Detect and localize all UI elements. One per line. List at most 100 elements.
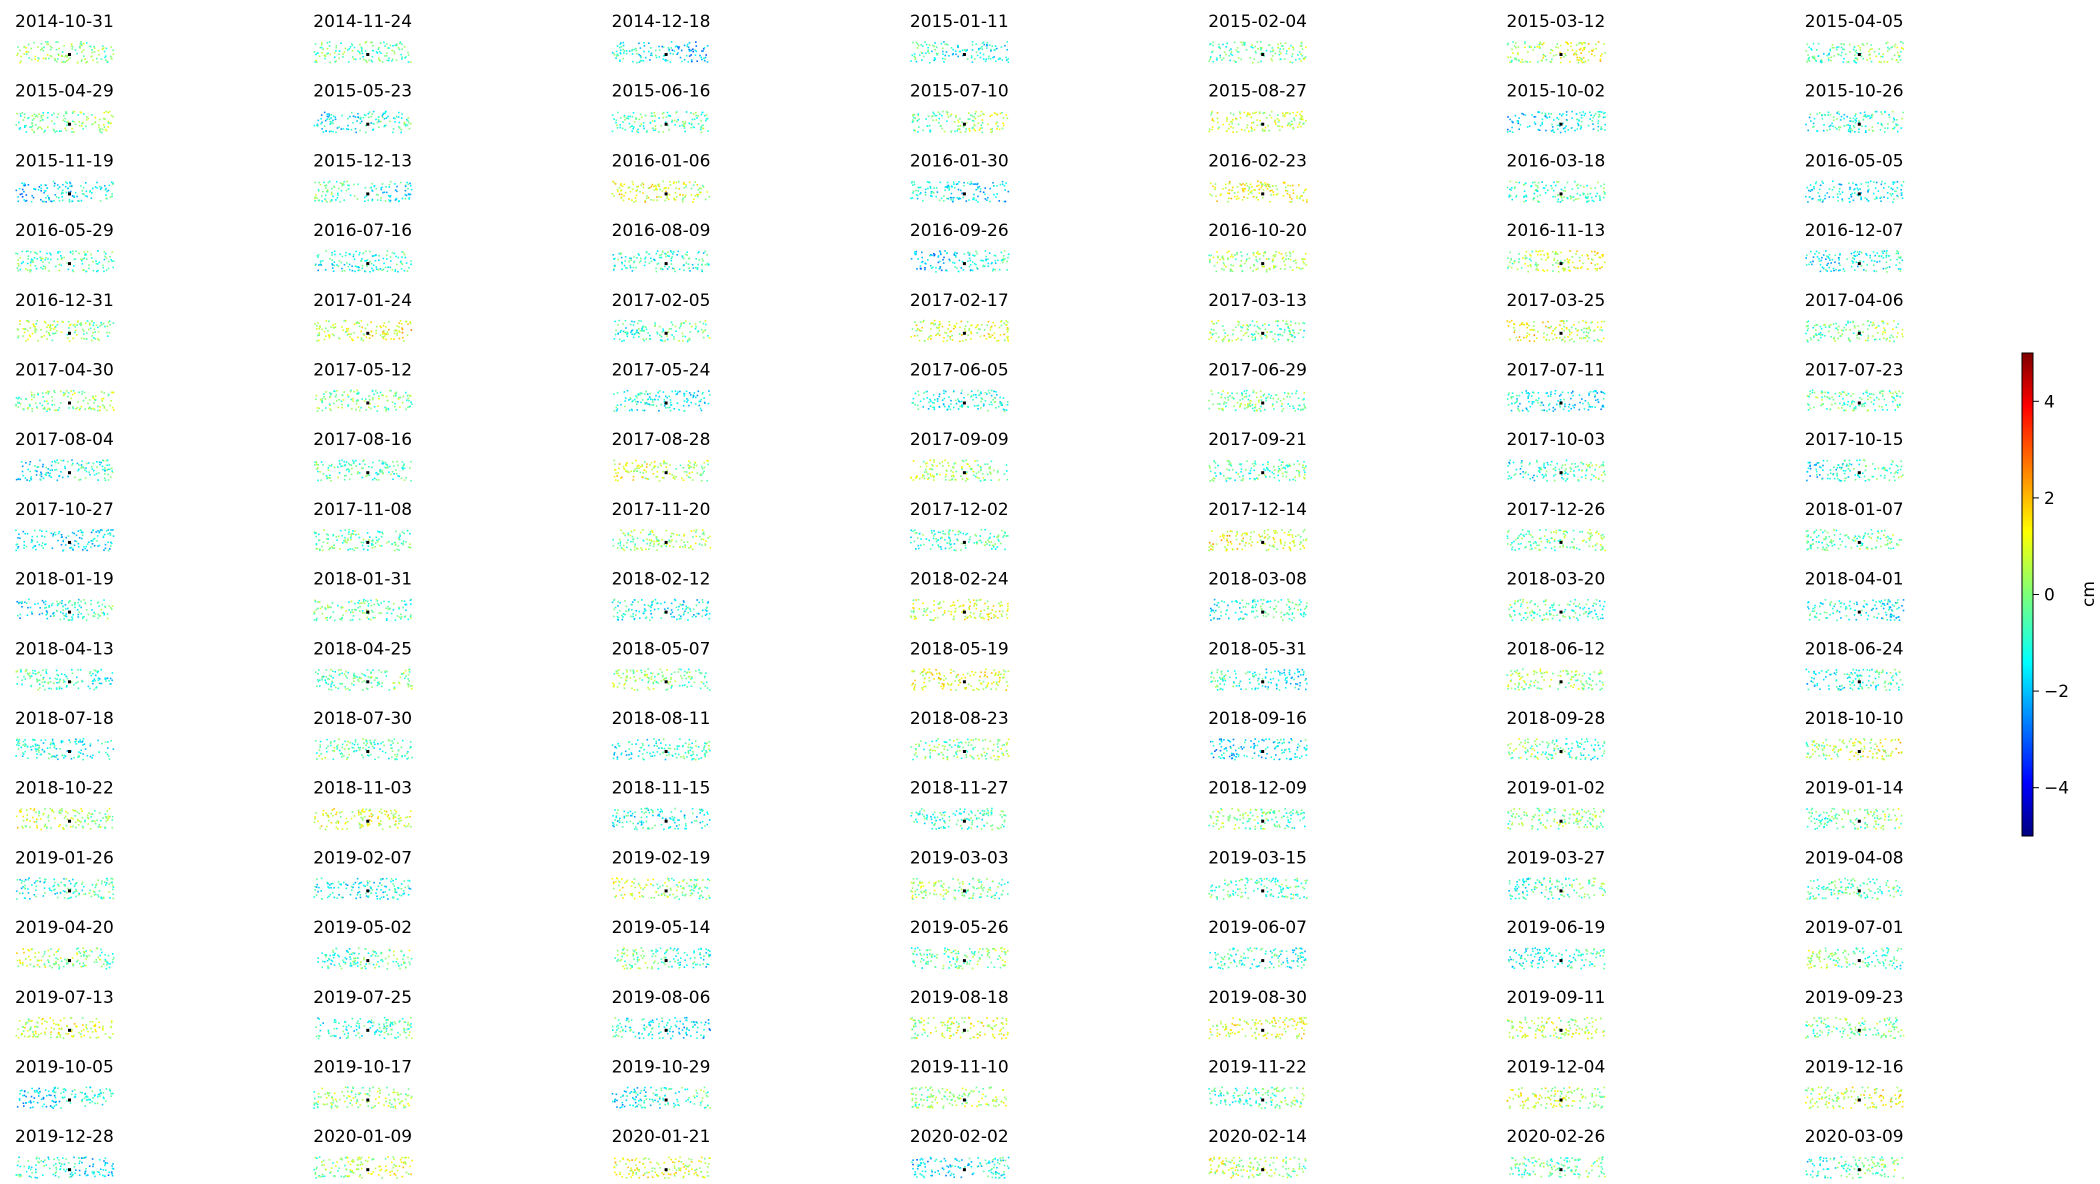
- texture-dot: [72, 324, 75, 327]
- texture-dot: [60, 402, 62, 404]
- texture-dot: [1280, 42, 1282, 45]
- texture-dot: [407, 54, 410, 56]
- texture-dot: [1520, 267, 1523, 269]
- texture-dot: [1900, 256, 1902, 258]
- texture-dot: [1257, 327, 1260, 329]
- texture-dot: [1249, 191, 1252, 193]
- texture-dot: [40, 187, 43, 190]
- texture-dot: [23, 184, 26, 187]
- texture-dot: [1007, 253, 1010, 256]
- texture-dot: [923, 340, 926, 342]
- reference-point: [1559, 122, 1563, 126]
- texture-dot: [1588, 326, 1590, 328]
- texture-dot: [80, 405, 83, 408]
- panels: 2014-10-31 2014-11-24 2014-12-18 2015-01-11…: [15, 12, 1905, 1179]
- texture-dot: [372, 396, 374, 399]
- texture-dot: [1215, 270, 1218, 273]
- texture-dot: [81, 393, 83, 395]
- texture-dot: [1812, 122, 1815, 125]
- texture-dot: [382, 336, 384, 338]
- panel-title: 2015-04-29: [15, 82, 114, 102]
- texture-dot: [690, 112, 692, 114]
- texture-dot: [638, 332, 641, 335]
- texture-dot: [987, 258, 989, 261]
- texture-dot: [60, 55, 63, 57]
- texture-dot: [385, 254, 388, 257]
- texture-dot: [632, 112, 635, 114]
- texture-dot: [19, 268, 22, 271]
- texture-dot: [333, 261, 336, 263]
- texture-dot: [1552, 251, 1554, 253]
- texture-dot: [101, 45, 104, 47]
- texture-dot: [655, 394, 657, 397]
- texture-dot: [1881, 333, 1884, 336]
- texture-dot: [1259, 41, 1262, 43]
- texture-dot: [1246, 126, 1248, 129]
- texture-dot: [1250, 130, 1253, 132]
- texture-dot: [371, 60, 374, 63]
- texture-dot: [321, 200, 323, 202]
- texture-dot: [24, 125, 26, 127]
- texture-dot: [1592, 48, 1595, 51]
- texture-dot: [1602, 254, 1604, 256]
- texture-dot: [335, 394, 337, 396]
- texture-dot: [73, 195, 76, 198]
- texture-dot: [935, 114, 938, 117]
- texture-dot: [314, 61, 317, 63]
- texture-dot: [700, 113, 703, 116]
- texture-dot: [348, 263, 351, 266]
- texture-dot: [921, 256, 923, 259]
- texture-dot: [676, 393, 678, 395]
- panel-map: [910, 250, 1010, 273]
- texture-dot: [110, 259, 112, 261]
- texture-dot: [915, 189, 917, 192]
- texture-dot: [616, 45, 619, 47]
- texture-dot: [360, 46, 363, 48]
- texture-dot: [1892, 183, 1895, 185]
- texture-dot: [1275, 320, 1277, 322]
- texture-dot: [992, 182, 994, 184]
- texture-dot: [93, 401, 95, 404]
- texture-dot: [1818, 195, 1821, 198]
- panel-map: [611, 41, 709, 64]
- texture-dot: [943, 195, 945, 197]
- texture-dot: [663, 400, 666, 403]
- texture-dot: [85, 61, 87, 64]
- texture-dot: [619, 46, 621, 49]
- texture-dot: [396, 332, 398, 334]
- texture-dot: [1007, 328, 1010, 331]
- texture-dot: [651, 399, 654, 401]
- texture-dot: [102, 322, 105, 325]
- texture-dot: [1514, 329, 1516, 332]
- texture-dot: [1893, 181, 1896, 184]
- texture-dot: [64, 61, 66, 63]
- texture-dot: [317, 334, 319, 337]
- texture-dot: [1589, 192, 1592, 195]
- texture-dot: [1573, 53, 1575, 56]
- texture-dot: [331, 259, 333, 261]
- texture-dot: [1007, 58, 1009, 60]
- texture-dot: [328, 113, 330, 115]
- texture-dot: [1276, 193, 1279, 195]
- texture-dot: [346, 329, 349, 332]
- texture-dot: [1524, 254, 1527, 257]
- texture-dot: [34, 252, 37, 254]
- texture-dot: [108, 122, 110, 124]
- texture-dot: [706, 61, 709, 63]
- texture-dot: [1857, 325, 1859, 327]
- texture-dot: [938, 122, 940, 124]
- texture-dot: [371, 41, 373, 44]
- texture-dot: [1895, 123, 1897, 126]
- texture-dot: [626, 267, 628, 269]
- texture-dot: [1880, 196, 1883, 198]
- texture-dot: [400, 128, 403, 131]
- texture-dot: [105, 194, 107, 196]
- texture-dot: [1893, 45, 1896, 48]
- texture-dot: [1559, 260, 1562, 263]
- texture-dot: [969, 259, 972, 262]
- texture-dot: [1534, 116, 1537, 118]
- texture-dot: [375, 329, 377, 332]
- texture-dot: [1243, 196, 1245, 198]
- texture-dot: [990, 262, 993, 265]
- texture-dot: [1860, 196, 1862, 198]
